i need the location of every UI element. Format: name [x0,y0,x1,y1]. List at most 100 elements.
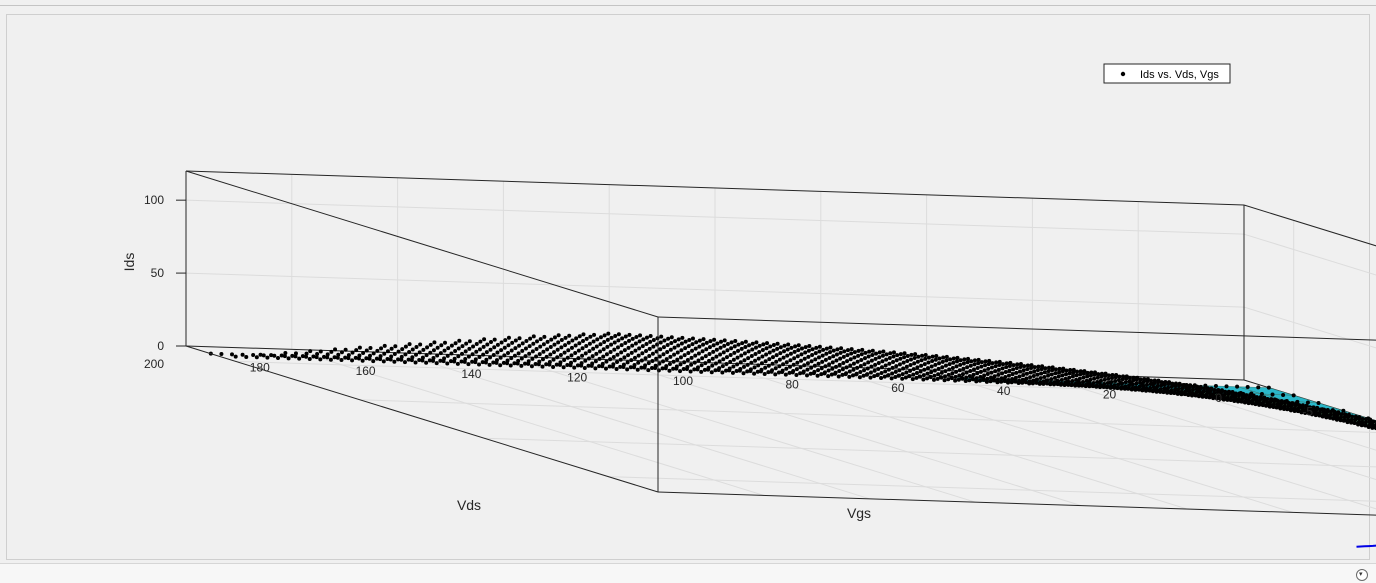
data-point [460,344,465,349]
data-point [831,348,836,353]
data-point [658,347,663,352]
data-point [1250,398,1255,403]
data-point [893,375,898,380]
data-point [1109,383,1114,388]
data-point [653,363,658,368]
data-point [293,354,298,359]
data-point [644,335,649,340]
data-point [1066,379,1071,384]
data-point [1245,385,1250,390]
data-point [840,372,845,377]
data-point [1219,393,1224,398]
data-point [467,346,472,351]
data-point [1123,384,1128,389]
data-point [967,378,972,383]
data-point [1094,383,1099,388]
data-point [784,366,789,371]
data-point [1251,393,1256,398]
data-point [623,334,628,339]
data-point [538,344,543,349]
data-point [953,378,958,383]
y-tick-label: 80 [785,377,799,391]
data-point [1352,420,1357,425]
data-point [573,343,578,348]
data-point [753,351,758,356]
data-point [367,356,372,361]
data-point [555,347,560,352]
data-point [534,346,539,351]
data-point [942,378,947,383]
data-point [635,367,640,372]
data-point [545,339,550,344]
data-point [847,374,852,379]
data-point [795,354,800,359]
data-point [595,337,600,342]
axes-edge [1243,204,1376,247]
data-point [1091,380,1096,385]
data-point [1063,376,1068,381]
data-point [665,349,670,354]
data-point [569,345,574,350]
data-point [1091,384,1096,389]
data-point [1134,381,1139,386]
legend[interactable]: Ids vs. Vds, Vgs [1103,63,1231,84]
data-point [1046,373,1051,378]
grid-line [714,362,1188,510]
data-point [905,359,910,364]
data-point [890,371,895,376]
data-point [445,353,450,358]
data-point [1218,396,1223,401]
expand-button[interactable]: ▾ [1356,569,1368,581]
data-point [1009,380,1014,385]
data-point [640,351,645,356]
data-point [873,356,878,361]
data-point [1208,391,1213,396]
data-point [233,354,238,359]
data-point [679,348,684,353]
data-point [692,360,697,365]
data-point [869,358,874,363]
data-point [877,355,882,360]
data-point [620,336,625,341]
data-point [1031,374,1036,379]
data-point [406,357,411,362]
data-point [914,375,919,380]
data-point [879,375,884,380]
data-point [1025,367,1030,372]
data-point [603,366,608,371]
data-point [866,360,871,365]
data-point [770,368,775,373]
data-point [396,349,401,354]
data-point [951,360,956,365]
data-point [643,356,648,361]
data-point [901,366,906,371]
data-point [556,340,561,345]
data-point [960,372,965,377]
data-point [523,346,528,351]
data-point [1316,401,1321,406]
data-point [463,357,468,362]
data-point [1247,399,1252,404]
data-point [1013,379,1018,384]
data-point [562,350,567,355]
data-point [1342,418,1347,423]
data-point [410,355,415,360]
data-point [669,335,674,340]
data-point [816,361,821,366]
y-tick-label: 160 [356,364,376,378]
data-point [572,358,577,363]
data-point [414,352,419,357]
data-point [1011,367,1016,372]
data-point [987,358,992,363]
data-point [283,350,288,355]
data-point [728,359,733,364]
data-point [1048,380,1053,385]
data-point [286,356,291,361]
data-point [745,362,750,367]
data-point [819,372,824,377]
data-point [978,369,983,374]
data-point [547,359,552,364]
data-point [798,365,803,370]
data-point [505,358,510,363]
data-point [939,375,944,380]
